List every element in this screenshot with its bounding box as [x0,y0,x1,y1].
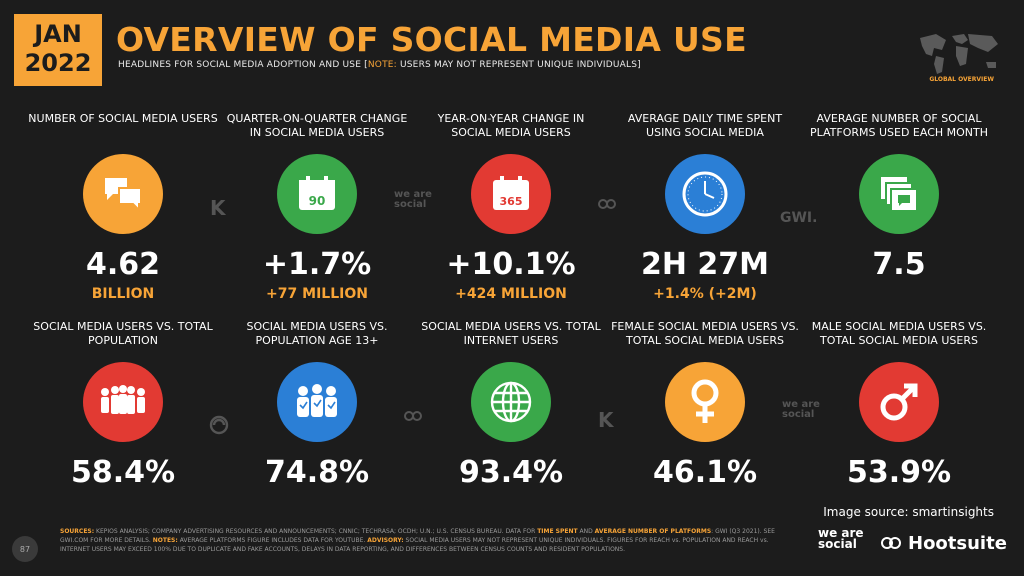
card-label: SOCIAL MEDIA USERS vs. TOTAL POPULATION [33,320,213,347]
image-source-caption: Image source: smartinsights [823,505,994,519]
card-label: NUMBER OF SOCIAL MEDIA USERS [28,112,218,125]
crowd-icon [83,362,163,442]
calendar-90-icon: 90 [277,154,357,234]
kepios-watermark-logo: K [210,196,226,220]
card-users-vs-population: SOCIAL MEDIA USERS vs. TOTAL POPULATION … [28,320,218,488]
world-map-icon [920,34,998,74]
card-value: 2H 27M [640,247,770,282]
card-value: 74.8% [264,455,370,490]
calendar-365-icon: 365 [471,154,551,234]
card-label: FEMALE SOCIAL MEDIA USERS vs. TOTAL SOCI… [611,320,799,347]
card-yoy-change: YEAR-ON-YEAR CHANGE IN SOCIAL MEDIA USER… [416,112,606,302]
card-value: 53.9% [846,455,952,490]
card-subvalue: BILLION [91,286,155,302]
card-value: 4.62 [85,247,161,282]
male-symbol-icon [859,362,939,442]
page-number-badge: 87 [12,536,38,562]
card-social-media-users: NUMBER OF SOCIAL MEDIA USERS 4.62 BILLIO… [28,112,218,302]
hootsuite-logo: Hootsuite [880,532,1007,554]
hootsuite-owl-icon [881,537,901,549]
sources-text: SOURCES: KEPIOS ANALYSIS; COMPANY ADVERT… [60,528,775,553]
card-female-users: FEMALE SOCIAL MEDIA USERS vs. TOTAL SOCI… [610,320,800,488]
svg-text:90: 90 [309,194,326,208]
date-badge: JAN 2022 [14,14,102,86]
card-users-vs-internet: SOCIAL MEDIA USERS vs. TOTAL INTERNET US… [416,320,606,488]
hootsuite-ring-watermark-icon [208,414,230,440]
hootsuite-owl-watermark-icon-2 [404,408,422,428]
card-subvalue: +77 MILLION [266,286,368,302]
chat-bubbles-icon [83,154,163,234]
card-label: QUARTER-ON-QUARTER CHANGE IN SOCIAL MEDI… [226,112,408,139]
global-overview-label: GLOBAL OVERVIEW [929,76,994,83]
stacked-windows-icon [859,154,939,234]
card-subvalue: +1.4% (+2M) [653,286,757,302]
clock-icon [665,154,745,234]
hootsuite-owl-watermark-icon [598,196,616,216]
card-avg-platforms: AVERAGE NUMBER OF SOCIAL PLATFORMS USED … [804,112,994,286]
kepios-watermark-logo-2: K [598,408,614,432]
wearesocial-logo: we are social [818,526,864,551]
card-qoq-change: QUARTER-ON-QUARTER CHANGE IN SOCIAL MEDI… [222,112,412,302]
card-value: 93.4% [458,455,564,490]
wearesocial-watermark-logo-2: we are social [782,399,820,420]
page-title: OVERVIEW OF SOCIAL MEDIA USE [116,20,747,59]
card-value: 7.5 [872,247,926,282]
card-users-vs-age13: SOCIAL MEDIA USERS vs. POPULATION AGE 13… [222,320,412,488]
card-value: 46.1% [652,455,758,490]
card-value: 58.4% [70,455,176,490]
card-label: YEAR-ON-YEAR CHANGE IN SOCIAL MEDIA USER… [437,112,585,139]
card-label: AVERAGE DAILY TIME SPENT USING SOCIAL ME… [627,112,783,139]
card-value: +1.7% [262,247,372,282]
card-label: AVERAGE NUMBER OF SOCIAL PLATFORMS USED … [809,112,989,139]
gwi-watermark-logo: GWI. [780,210,818,226]
date-year: 2022 [24,49,92,77]
svg-text:365: 365 [500,195,523,208]
card-label: MALE SOCIAL MEDIA USERS vs. TOTAL SOCIAL… [811,320,987,347]
card-value: +10.1% [446,247,576,282]
globe-icon [471,362,551,442]
card-label: SOCIAL MEDIA USERS vs. POPULATION AGE 13… [246,320,388,347]
card-daily-time: AVERAGE DAILY TIME SPENT USING SOCIAL ME… [610,112,800,302]
group-people-icon [277,362,357,442]
card-subvalue: +424 MILLION [455,286,567,302]
card-male-users: MALE SOCIAL MEDIA USERS vs. TOTAL SOCIAL… [804,320,994,488]
card-label: SOCIAL MEDIA USERS vs. TOTAL INTERNET US… [421,320,601,347]
page-subtitle: HEADLINES FOR SOCIAL MEDIA ADOPTION AND … [118,60,641,70]
female-symbol-icon [665,362,745,442]
date-month: JAN [34,20,82,48]
wearesocial-watermark-logo: we are social [394,189,432,210]
